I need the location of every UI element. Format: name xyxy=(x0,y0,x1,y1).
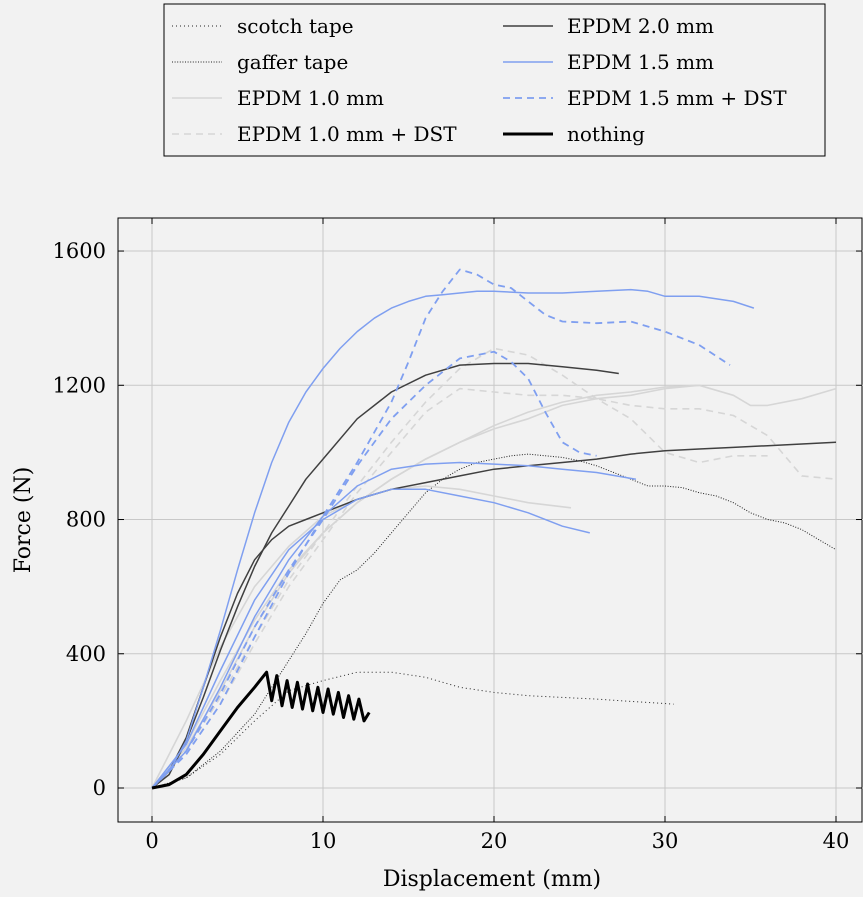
grid xyxy=(118,218,863,822)
legend: scotch tape gaffer tape EPDM 1.0 mm EPDM 1.… xyxy=(163,3,826,157)
y-tick-label: 1600 xyxy=(53,239,106,263)
series-line-scotch-tape-1 xyxy=(151,671,674,789)
x-axis-ticks: 0 10 20 30 40 xyxy=(145,218,849,853)
series-line-epdm-1-0-mm-1 xyxy=(151,384,837,789)
legend-label: EPDM 1.0 mm + DST xyxy=(237,122,457,146)
legend-label: gaffer tape xyxy=(237,50,348,74)
y-tick-label: 400 xyxy=(66,642,106,666)
series-line-epdm-2-0-mm-2 xyxy=(151,441,837,789)
series-line-epdm-1-5-mm-3 xyxy=(151,488,590,789)
series-line-epdm-1-5-mm-dst-1 xyxy=(151,268,731,789)
series-curves xyxy=(151,268,837,790)
legend-box xyxy=(163,3,826,157)
x-tick-label: 40 xyxy=(823,829,850,853)
legend-label: EPDM 1.5 mm xyxy=(567,50,714,74)
series-line-epdm-1-0-mm-dst-1 xyxy=(151,347,768,789)
y-axis-ticks: 0 400 800 1200 1600 xyxy=(53,239,862,800)
series-line-nothing-1 xyxy=(151,670,371,790)
series-line-epdm-1-0-mm-2 xyxy=(151,485,572,789)
x-axis-label: Displacement (mm) xyxy=(383,867,601,892)
y-axis-label: Force (N) xyxy=(11,467,36,574)
x-tick-label: 10 xyxy=(310,829,337,853)
series-line-epdm-1-5-mm-1 xyxy=(151,288,755,789)
y-tick-label: 0 xyxy=(93,776,106,800)
y-tick-label: 800 xyxy=(66,508,106,532)
series-line-epdm-1-5-mm-2 xyxy=(151,461,637,789)
series-line-epdm-1-0-mm-dst-2 xyxy=(151,387,837,789)
legend-label: EPDM 1.0 mm xyxy=(237,86,384,110)
series-line-epdm-1-5-mm-dst-2 xyxy=(151,350,597,789)
x-tick-label: 20 xyxy=(481,829,508,853)
legend-label: EPDM 1.5 mm + DST xyxy=(567,86,787,110)
x-tick-label: 0 xyxy=(145,829,158,853)
series-line-gaffer-tape-1 xyxy=(151,453,837,789)
legend-label: scotch tape xyxy=(237,14,354,38)
series-line-epdm-2-0-mm-1 xyxy=(151,362,619,789)
series-line-epdm-1-0-mm-3 xyxy=(151,384,700,789)
legend-label: nothing xyxy=(567,122,645,146)
legend-label: EPDM 2.0 mm xyxy=(567,14,714,38)
x-tick-label: 30 xyxy=(652,829,679,853)
y-tick-label: 1200 xyxy=(53,373,106,397)
